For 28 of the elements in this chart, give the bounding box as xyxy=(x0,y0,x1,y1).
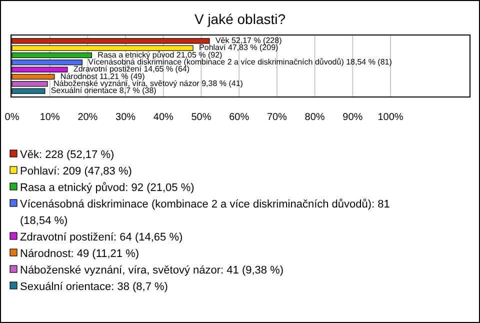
x-tick-label: 30% xyxy=(116,112,136,123)
x-tick-label: 50% xyxy=(191,112,212,123)
chart-title: V jaké oblasti? xyxy=(194,11,286,27)
category-label: Sexuální orientace 8,7 % (38) xyxy=(50,86,156,96)
text: Náboženské vyznání, víra, světový názor: 41 (9,38 %) xyxy=(20,264,284,276)
text: Věk: 228 (52,17 %) xyxy=(20,149,114,161)
text: Rasa a etnický původ: 92 (21,05 %) xyxy=(20,182,194,194)
x-tick-label: 20% xyxy=(78,112,98,123)
category-label: Národnost 11,21 % (49) xyxy=(60,72,145,81)
x-tick-label: 80% xyxy=(304,112,325,123)
category-label: Rasa a etnický původ 21,05 % (92) xyxy=(98,50,222,60)
text: Vícenásobná diskriminace (kombinace 2 a více diskriminačních důvodů): 81 (18,54 %) xyxy=(20,198,390,227)
category-label: Pohlaví 47,83 % (209) xyxy=(199,43,278,52)
x-tick-label: 0% xyxy=(4,112,20,123)
x-tick-label: 60% xyxy=(229,112,250,123)
x-tick-label: 90% xyxy=(342,112,363,123)
x-tick-label: 40% xyxy=(153,112,174,123)
category-label: Věk 52,17 % (228) xyxy=(215,36,282,46)
category-label: Zdravotní postižení 14,65 % (64) xyxy=(73,64,190,74)
category-label: Náboženské vyznání, víra, světový názor 9,38 % (41) xyxy=(54,79,243,88)
text: Národnost: 49 (11,21 %) xyxy=(20,248,140,260)
x-tick-label: 100% xyxy=(378,112,404,123)
text: Zdravotní postižení: 64 (14,65 %) xyxy=(20,232,183,244)
x-tick-label: 70% xyxy=(266,112,288,123)
category-label: Vícenásobná diskriminace (kombinace 2 a více diskriminačních důvodů) 18,54 % (81) xyxy=(88,58,392,67)
x-tick-label: 10% xyxy=(40,112,60,123)
text: Sexuální orientace: 38 (8,7 %) xyxy=(20,281,168,293)
text: Pohlaví: 209 (47,83 %) xyxy=(20,166,132,178)
